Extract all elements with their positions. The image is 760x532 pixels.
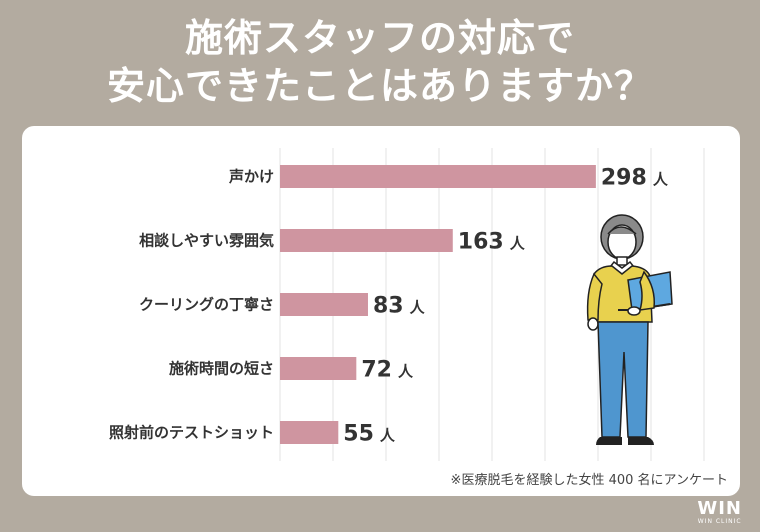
title-line-1: 施術スタッフの対応で [184,16,575,60]
category-label: 声かけ [228,168,274,186]
logo-mark: WIN [697,498,742,519]
category-label: 施術時間の短さ [169,360,274,378]
value-label: 163 人 [458,230,526,255]
category-label: クーリングの丁寧さ [139,296,274,314]
chart-card: 声かけ 298 人相談しやすい雰囲気 163 人クーリングの丁寧さ 83 人施術時間の短さ 7… [22,126,740,496]
survey-note: ※医療脱毛を経験した女性 400 名にアンケート [450,473,728,488]
value-label: 298 人 [601,166,669,191]
title-line-2: 安心できたことはありますか？ [106,64,653,108]
woman-with-laptop-icon [586,214,673,445]
category-label: 相談しやすい雰囲気 [139,232,274,250]
win-clinic-logo: WIN WIN CLINIC [697,500,742,526]
bar [280,357,357,380]
logo-sub: WIN CLINIC [697,518,742,525]
bar [280,229,453,252]
bar [280,421,339,444]
value-label: 55 人 [343,422,396,447]
bar [280,165,596,188]
category-label: 照射前のテストショット [109,424,274,442]
bar [280,293,368,316]
value-label: 72 人 [361,358,414,383]
value-label: 83 人 [373,294,426,319]
page-title: 施術スタッフの対応で 安心できたことはありますか？ [0,14,760,110]
